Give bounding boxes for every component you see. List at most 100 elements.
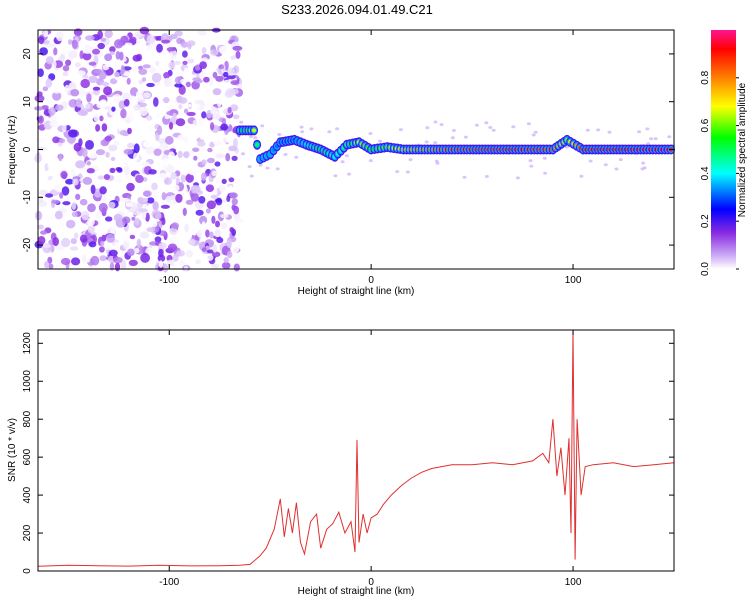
noise-blob xyxy=(637,130,642,134)
noise-blob xyxy=(180,174,186,183)
noise-blob xyxy=(205,208,211,214)
noise-blob xyxy=(71,202,77,210)
noise-blob xyxy=(34,106,44,111)
noise-blob xyxy=(220,222,228,230)
noise-blob xyxy=(239,120,244,124)
noise-blob xyxy=(249,174,254,178)
noise-blob xyxy=(618,158,623,162)
noise-blob xyxy=(65,178,74,185)
noise-blob xyxy=(229,192,238,199)
noise-blob xyxy=(215,197,223,206)
noise-blob xyxy=(180,41,189,48)
y-tick-label: -10 xyxy=(22,190,33,205)
noise-blob xyxy=(183,67,189,76)
noise-blob xyxy=(68,99,78,108)
noise-blob xyxy=(79,234,88,243)
noise-blob xyxy=(190,184,201,194)
noise-blob xyxy=(52,88,61,94)
noise-blob xyxy=(175,193,183,203)
noise-blob xyxy=(114,262,121,272)
noise-blob xyxy=(70,238,78,245)
noise-blob xyxy=(79,87,85,97)
noise-blob xyxy=(64,84,70,94)
noise-blob xyxy=(161,217,166,226)
noise-blob xyxy=(299,125,304,129)
noise-blob xyxy=(86,168,95,174)
noise-blob xyxy=(398,128,403,132)
noise-blob xyxy=(60,257,71,266)
noise-blob xyxy=(169,49,177,60)
noise-blob xyxy=(37,68,44,77)
noise-blob xyxy=(515,176,520,180)
noise-blob xyxy=(203,76,210,83)
noise-blob xyxy=(220,123,229,131)
noise-blob xyxy=(126,77,131,85)
noise-blob xyxy=(98,71,107,80)
noise-blob xyxy=(151,182,158,191)
noise-blob xyxy=(114,71,120,78)
noise-blob xyxy=(646,142,651,146)
noise-blob xyxy=(35,142,42,147)
noise-blob xyxy=(133,152,140,162)
snr-xlabel: Height of straight line (km) xyxy=(298,586,415,597)
noise-blob xyxy=(85,140,94,150)
noise-blob xyxy=(232,114,240,120)
noise-blob xyxy=(87,217,95,227)
noise-blob xyxy=(50,177,59,187)
noise-blob xyxy=(221,262,231,270)
noise-blob xyxy=(195,79,203,84)
colorbar-label: Normalized spectral amplitude xyxy=(737,82,748,217)
noise-blob xyxy=(133,143,140,154)
noise-blob xyxy=(533,130,538,134)
noise-blob xyxy=(68,82,75,90)
noise-blob xyxy=(201,47,207,55)
noise-blob xyxy=(218,64,225,70)
noise-blob xyxy=(164,77,172,87)
noise-blob xyxy=(204,139,211,147)
noise-blob xyxy=(168,61,176,69)
noise-blob xyxy=(175,118,186,127)
noise-blob xyxy=(603,163,608,167)
noise-blob xyxy=(159,143,169,153)
noise-blob xyxy=(222,79,232,85)
noise-blob xyxy=(109,167,116,174)
noise-blob xyxy=(35,138,44,144)
noise-blob xyxy=(170,184,180,192)
noise-blob xyxy=(185,173,194,183)
noise-blob xyxy=(163,177,173,185)
noise-blob xyxy=(97,30,103,40)
noise-blob xyxy=(116,167,123,173)
noise-blob xyxy=(131,46,137,52)
noise-blob xyxy=(166,259,175,267)
noise-blob xyxy=(225,153,231,162)
noise-blob xyxy=(168,121,174,130)
noise-blob xyxy=(59,192,64,199)
noise-blob xyxy=(205,229,210,238)
noise-blob xyxy=(327,130,332,134)
noise-blob xyxy=(108,144,118,152)
noise-blob xyxy=(99,186,107,195)
noise-blob xyxy=(131,189,138,200)
noise-blob xyxy=(212,113,221,120)
noise-blob xyxy=(265,166,270,170)
noise-blob xyxy=(142,261,149,270)
noise-blob xyxy=(80,40,86,51)
noise-blob xyxy=(70,89,80,97)
noise-blob xyxy=(122,208,129,214)
noise-blob xyxy=(484,175,489,178)
noise-blob xyxy=(138,208,148,213)
noise-blob xyxy=(212,88,222,96)
noise-blob xyxy=(231,244,240,253)
noise-blob xyxy=(206,157,215,164)
noise-blob xyxy=(167,243,178,252)
noise-blob xyxy=(151,72,162,83)
noise-blob xyxy=(47,163,58,169)
noise-blob xyxy=(142,190,151,197)
noise-blob xyxy=(228,177,235,183)
y-tick-label: 400 xyxy=(22,486,33,503)
noise-blob xyxy=(82,147,88,158)
noise-blob xyxy=(122,232,130,242)
noise-blob xyxy=(104,106,112,111)
noise-blob xyxy=(99,246,105,253)
